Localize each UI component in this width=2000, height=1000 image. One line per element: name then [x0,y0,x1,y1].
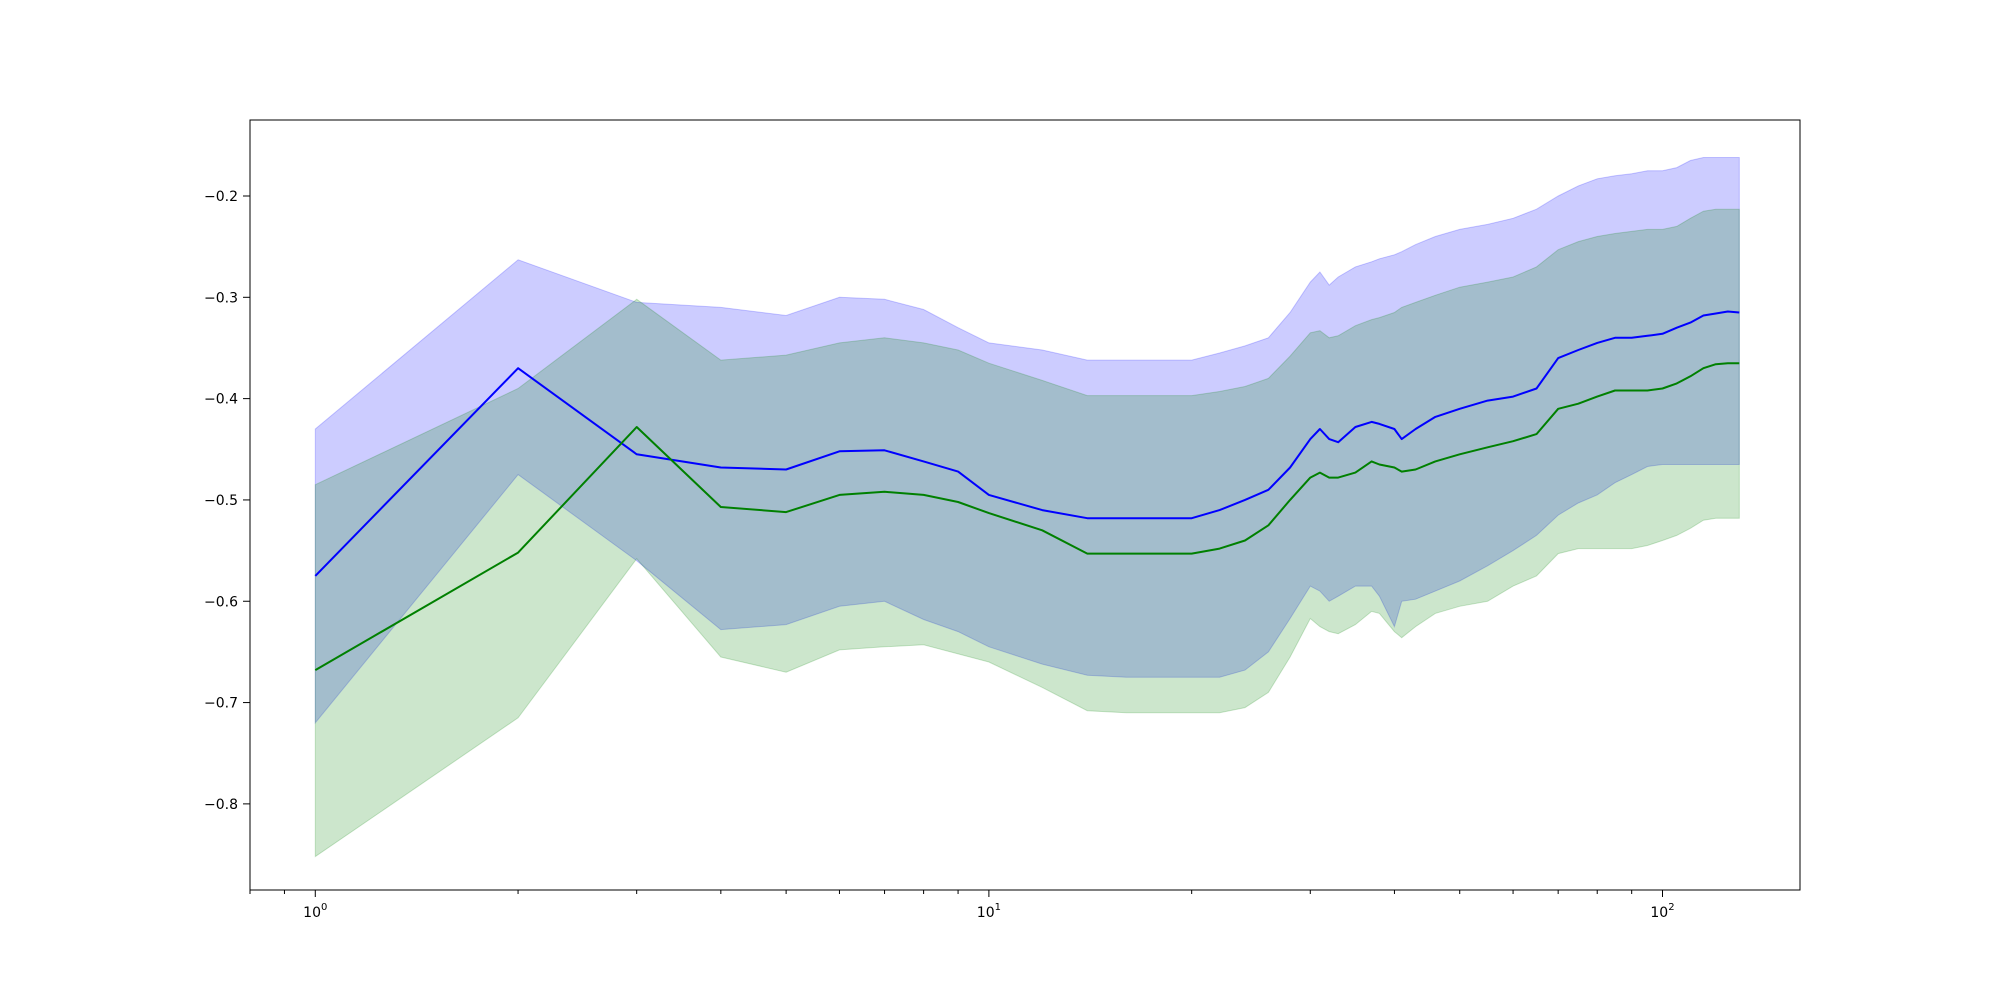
y-tick-label: −0.6 [204,594,238,610]
line-series-2 [314,362,1740,671]
x-tick-label: 102 [1650,902,1674,921]
x-axis: 100 101 102 [249,890,1675,921]
x-tick-label: 100 [303,902,327,921]
y-tick-label: −0.4 [204,392,238,408]
y-tick-label: −0.5 [204,493,238,509]
y-tick-label: −0.7 [204,696,238,712]
line-series-1 [314,310,1740,577]
band-series-2 [314,208,1740,858]
y-tick-label: −0.8 [204,797,238,813]
confidence-bands [314,157,1740,858]
band-series-1 [314,157,1740,725]
y-axis: −0.2 −0.3 −0.4 −0.5 −0.6 −0.7 −0.8 [204,189,250,813]
y-tick-label: −0.3 [204,290,238,306]
x-tick-label: 101 [977,902,1001,921]
plot-frame [249,119,1801,891]
series-lines [314,310,1740,671]
y-tick-label: −0.2 [204,189,238,205]
